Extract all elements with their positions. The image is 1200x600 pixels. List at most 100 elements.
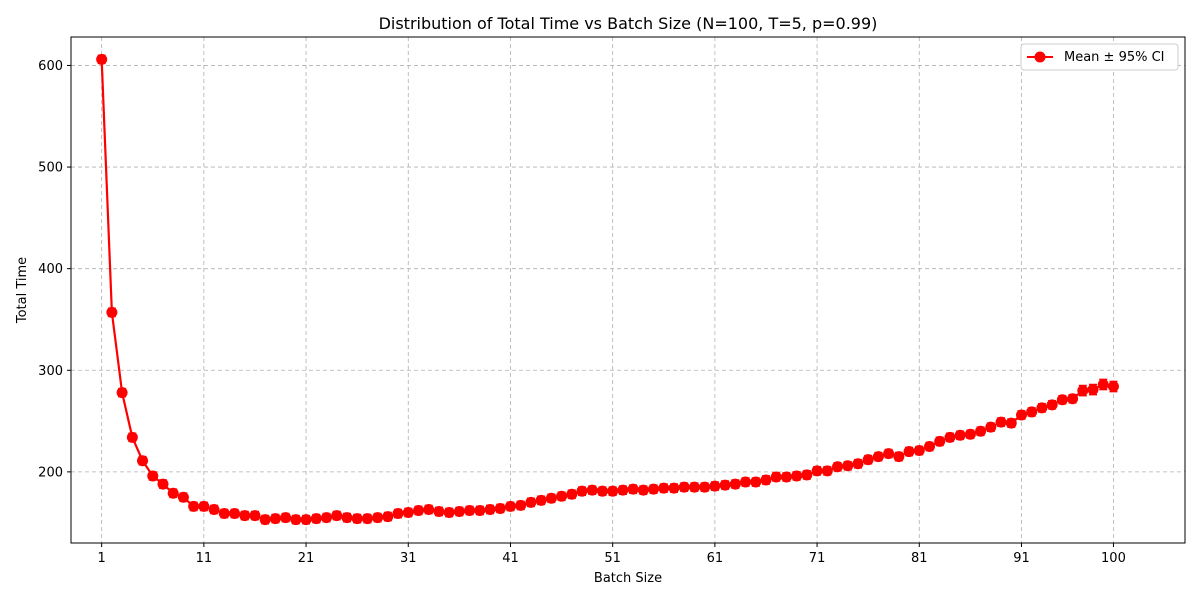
data-point <box>361 513 373 525</box>
x-ticks: 1 11 21 31 41 51 61 71 81 91 100 <box>98 543 1126 566</box>
y-axis-label: Total Time <box>15 257 30 324</box>
data-point <box>106 306 118 318</box>
data-point <box>474 504 486 516</box>
legend-label: Mean ± 95% CI <box>1064 50 1165 65</box>
x-tick-label: 91 <box>1013 551 1030 566</box>
x-tick-label: 100 <box>1101 551 1126 566</box>
data-point <box>668 482 680 494</box>
data-point <box>944 431 956 443</box>
data-point <box>1107 381 1119 393</box>
data-point <box>239 510 251 522</box>
data-point <box>556 490 568 502</box>
data-point <box>913 445 925 457</box>
data-point <box>188 500 200 512</box>
data-point <box>382 511 394 523</box>
data-point <box>96 53 108 65</box>
data-point <box>586 484 598 496</box>
x-tick-label: 81 <box>911 551 928 566</box>
data-point <box>637 484 649 496</box>
data-point <box>811 465 823 477</box>
x-tick-label: 1 <box>98 551 106 566</box>
data-point <box>1077 385 1089 397</box>
data-point <box>484 503 496 515</box>
data-point <box>791 470 803 482</box>
y-tick-label: 600 <box>38 59 63 74</box>
data-point <box>351 513 363 525</box>
data-point <box>402 507 414 519</box>
data-point <box>1067 393 1079 405</box>
data-point <box>126 431 138 443</box>
data-point <box>423 503 435 515</box>
data-point <box>648 483 660 495</box>
data-point <box>453 506 465 518</box>
plot-frame <box>70 36 1186 544</box>
data-point <box>1097 378 1109 390</box>
data-point <box>1036 402 1048 414</box>
data-point <box>1046 399 1058 411</box>
data-point <box>198 500 210 512</box>
data-point <box>545 492 557 504</box>
data-point <box>760 474 772 486</box>
data-point <box>903 446 915 458</box>
data-point <box>678 481 690 493</box>
data-point <box>157 478 169 490</box>
legend-box <box>1020 43 1179 71</box>
y-tick-label: 400 <box>38 262 63 277</box>
data-point <box>331 510 343 522</box>
data-point <box>893 451 905 463</box>
data-point <box>740 476 752 488</box>
x-tick-label: 31 <box>400 551 417 566</box>
x-tick-label: 51 <box>604 551 621 566</box>
data-point <box>729 478 741 490</box>
x-axis-label: Batch Size <box>594 571 662 586</box>
x-tick-label: 41 <box>502 551 519 566</box>
data-point <box>975 425 987 437</box>
data-point <box>842 460 854 472</box>
data-point <box>995 416 1007 428</box>
data-point <box>709 480 721 492</box>
y-tick-label: 200 <box>38 465 63 480</box>
data-point <box>137 455 149 467</box>
data-point <box>872 451 884 463</box>
data-point <box>464 504 476 516</box>
data-point <box>300 514 312 526</box>
data-point <box>372 512 384 524</box>
data-point <box>1015 409 1027 421</box>
data-point <box>412 504 424 516</box>
y-tick-label: 500 <box>38 161 63 176</box>
data-point <box>934 435 946 447</box>
x-tick-label: 71 <box>809 551 826 566</box>
data-point <box>290 514 302 526</box>
legend-marker-swatch <box>1034 51 1046 63</box>
data-point <box>750 476 762 488</box>
data-point <box>596 485 608 497</box>
series-group <box>96 53 1119 526</box>
data-point <box>852 458 864 470</box>
legend: Mean ± 95% CI <box>1020 43 1179 71</box>
x-tick-label: 11 <box>196 551 213 566</box>
y-tick-label: 300 <box>38 364 63 379</box>
data-point <box>719 479 731 491</box>
data-point <box>269 513 281 525</box>
data-point <box>208 503 220 515</box>
data-point <box>341 512 353 524</box>
data-point <box>1026 406 1038 418</box>
data-point <box>218 508 230 520</box>
data-point <box>964 428 976 440</box>
data-point <box>229 508 241 520</box>
data-point <box>504 500 516 512</box>
data-point <box>923 440 935 452</box>
data-point <box>321 512 333 524</box>
data-point <box>177 491 189 503</box>
y-ticks: 200 300 400 500 600 <box>38 59 71 480</box>
data-point <box>515 499 527 511</box>
data-point <box>883 448 895 460</box>
grid <box>71 37 1185 543</box>
data-point <box>1087 384 1099 396</box>
x-tick-label: 61 <box>707 551 724 566</box>
data-point <box>1005 417 1017 429</box>
data-point <box>167 487 179 499</box>
data-point <box>627 483 639 495</box>
